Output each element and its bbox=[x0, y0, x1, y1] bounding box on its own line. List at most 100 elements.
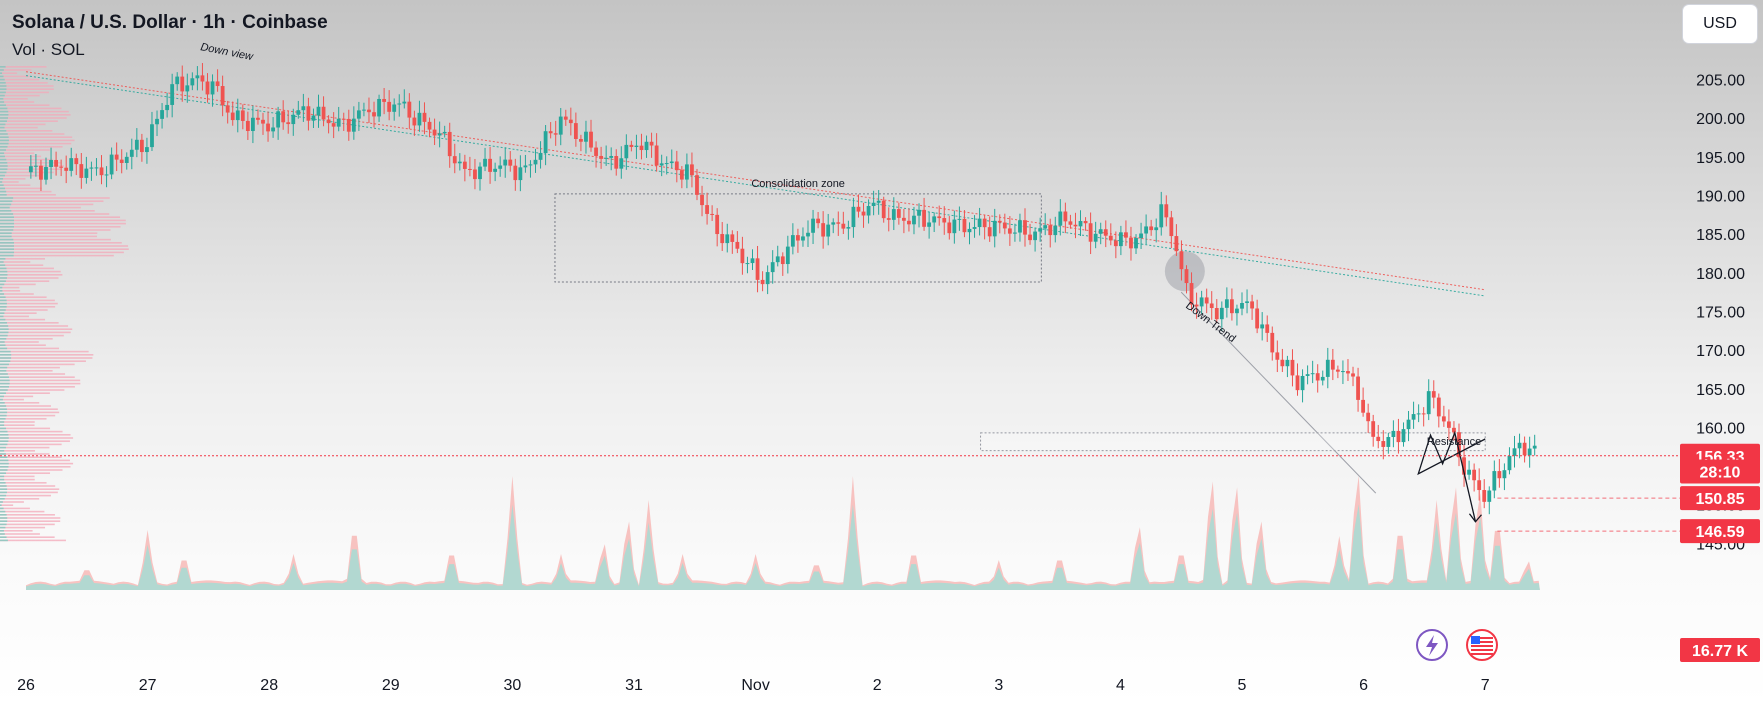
candle-body bbox=[225, 105, 230, 113]
candle-up bbox=[871, 190, 876, 216]
candle-down bbox=[710, 205, 715, 221]
candle-body bbox=[99, 167, 104, 176]
candle-body bbox=[1366, 412, 1371, 422]
volume-profile-bar-up bbox=[0, 392, 6, 394]
candle-up bbox=[1416, 404, 1421, 423]
candle-body bbox=[917, 209, 921, 216]
candle-down bbox=[780, 252, 785, 276]
candle-body bbox=[331, 123, 336, 127]
candle-down bbox=[599, 146, 604, 169]
candle-body bbox=[1250, 301, 1254, 309]
candle-down bbox=[205, 73, 210, 103]
candle-body bbox=[624, 144, 629, 159]
volume-profile-bar-up bbox=[0, 421, 5, 423]
volume-profile-bar bbox=[0, 328, 73, 330]
volume-profile-bar-up bbox=[0, 88, 7, 90]
candle-down bbox=[59, 159, 64, 177]
candle-down bbox=[240, 104, 245, 130]
candle-up bbox=[1098, 222, 1103, 245]
candle-body bbox=[1043, 225, 1048, 229]
candle-body bbox=[1275, 352, 1280, 360]
volume-profile-bar-up bbox=[0, 226, 14, 228]
volume-profile-bar bbox=[0, 357, 93, 359]
candle-body bbox=[518, 167, 523, 181]
candle-down bbox=[1063, 202, 1068, 234]
candle-up bbox=[1093, 221, 1098, 249]
candle-body bbox=[1189, 283, 1194, 305]
candle-up bbox=[1159, 191, 1164, 236]
currency-button[interactable]: USD bbox=[1683, 5, 1757, 43]
candle-down bbox=[942, 206, 947, 235]
candle-body bbox=[311, 115, 316, 121]
volume-area-down bbox=[26, 475, 1540, 590]
candle-up bbox=[891, 197, 896, 231]
candle-up bbox=[69, 147, 74, 177]
y-tick-label: 160.00 bbox=[1696, 420, 1745, 437]
volume-profile-bar-up bbox=[0, 427, 7, 430]
candle-body bbox=[1255, 308, 1260, 329]
candle-body bbox=[710, 213, 715, 215]
candle-body bbox=[1063, 211, 1068, 222]
consolidation-zone-box bbox=[554, 193, 1042, 283]
candle-body bbox=[1376, 436, 1381, 442]
candle-up bbox=[1224, 287, 1229, 318]
candle-down bbox=[427, 117, 432, 138]
volume-profile-bar bbox=[0, 69, 32, 71]
candlesticks bbox=[28, 63, 1537, 515]
candle-down bbox=[1330, 348, 1335, 381]
candle-body bbox=[271, 127, 275, 132]
volume-profile-bar-up bbox=[0, 213, 14, 215]
candle-down bbox=[225, 100, 230, 124]
candle-up bbox=[1401, 422, 1406, 447]
candle-body bbox=[1477, 480, 1482, 491]
volume-profile-bar-up bbox=[0, 286, 3, 289]
down-view-label: Down view bbox=[199, 41, 255, 63]
volume-profile-bar-up bbox=[0, 158, 7, 161]
volume-profile-bar-up bbox=[0, 498, 5, 500]
candle-down bbox=[114, 142, 119, 172]
candle-body bbox=[841, 223, 846, 229]
candle-body bbox=[1164, 204, 1169, 218]
volume-profile-bar bbox=[0, 533, 40, 535]
x-tick-label: 26 bbox=[17, 677, 35, 694]
candle-up bbox=[145, 137, 149, 164]
volume-profile-bar bbox=[0, 123, 46, 126]
volume-profile-bar bbox=[0, 245, 129, 247]
candle-body bbox=[1023, 220, 1027, 235]
candle-down bbox=[180, 65, 185, 102]
candle-up bbox=[1325, 347, 1330, 389]
candle-body bbox=[1431, 391, 1436, 398]
candle-body bbox=[1411, 414, 1416, 420]
volume-profile-bar bbox=[0, 309, 48, 311]
volume-profile-bar-up bbox=[0, 133, 8, 135]
candle-down bbox=[715, 208, 720, 247]
volume-profile-bar-up bbox=[0, 504, 2, 506]
candle-body bbox=[1300, 375, 1305, 391]
candle-body bbox=[563, 116, 568, 120]
candle-down bbox=[462, 154, 467, 182]
candle-down bbox=[1230, 288, 1234, 321]
volume-profile-bar bbox=[0, 523, 55, 526]
candle-body bbox=[886, 218, 891, 220]
volume-profile-bar bbox=[0, 286, 20, 289]
candle-up bbox=[826, 213, 831, 246]
candle-up bbox=[1512, 435, 1517, 468]
volume-profile-bar bbox=[0, 526, 46, 529]
candle-body bbox=[1441, 416, 1446, 422]
candle-body bbox=[306, 106, 311, 121]
symbol-title: Solana / U.S. Dollar · 1h · Coinbase bbox=[12, 12, 328, 33]
volume-profile-bar-up bbox=[0, 446, 6, 449]
volume-profile-bar bbox=[0, 190, 52, 193]
volume-profile-bar bbox=[0, 402, 40, 404]
volume-profile-bar-up bbox=[0, 376, 9, 378]
candle-body bbox=[205, 81, 210, 95]
candle-up bbox=[160, 103, 164, 129]
volume-profile-bar-up bbox=[0, 261, 4, 263]
candle-body bbox=[442, 131, 447, 134]
candle-down bbox=[1290, 349, 1295, 387]
volume-profile-bar bbox=[0, 85, 54, 87]
candle-up bbox=[251, 105, 255, 144]
candle-up bbox=[584, 120, 588, 154]
volume-profile-bar-up bbox=[0, 290, 3, 292]
